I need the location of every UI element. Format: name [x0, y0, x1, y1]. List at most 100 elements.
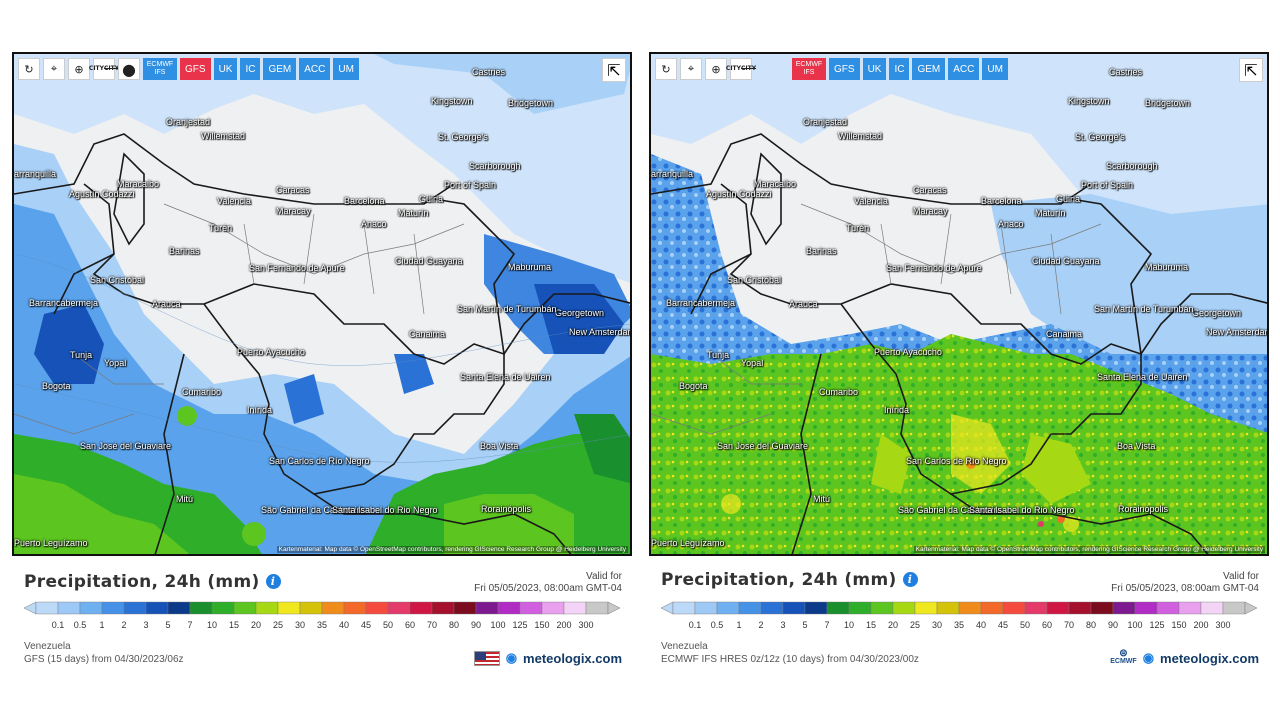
scale-tick-label: 45 — [997, 620, 1009, 630]
precipitation-map-ecmwf[interactable]: ↻ ⌖ ⊕ CITY CITY ECMWF IFS GFS UK IC GEM … — [649, 52, 1269, 556]
scale-ticks: 0.1 0.5 1 2 3 5 7 10 15 20 25 30 35 40 45 50 60 70 80 90 100… — [649, 620, 1269, 632]
scale-tick-label: 7 — [187, 620, 193, 630]
model-acc-button[interactable]: ACC — [299, 58, 331, 80]
scale-tick-label: 200 — [556, 620, 572, 630]
scale-swatch — [365, 601, 389, 615]
scale-swatch — [1156, 601, 1180, 615]
scale-tick-label: 5 — [802, 620, 808, 630]
brand[interactable]: ◉ meteologix.com — [473, 650, 622, 666]
city-toggle-button[interactable]: CITY CITY — [726, 58, 756, 80]
title-text: Precipitation, 24h (mm) — [24, 572, 260, 592]
model-ic-button[interactable]: IC — [240, 58, 261, 80]
model-acc-button[interactable]: ACC — [948, 58, 980, 80]
city-label: Valencia — [217, 196, 251, 206]
model-um-button[interactable]: UM — [982, 58, 1008, 80]
scale-tick-label: 90 — [1107, 620, 1119, 630]
city-label: Turén — [209, 223, 233, 233]
city-label: Maracaibo — [117, 179, 160, 189]
scale-tick-label: 0.5 — [73, 620, 87, 630]
scale-swatch — [936, 601, 960, 615]
city-label: Maracay — [913, 206, 948, 216]
city-label: San Carlos de Río Negro — [269, 456, 370, 466]
model-ecmwf-button[interactable]: ECMWF IFS — [792, 58, 826, 80]
precipitation-map-gfs[interactable]: ↻ ⌖ ⊕ CITY CITY ● ECMWF IFS GFS UK IC GE… — [12, 52, 632, 556]
scale-swatch — [738, 601, 762, 615]
model-run-label: ECMWF IFS HRES 0z/12z (10 days) from 04/… — [661, 654, 919, 665]
share-icon[interactable]: ⇱ — [602, 58, 626, 82]
model-ecmwf-button[interactable]: ECMWF IFS — [143, 58, 177, 80]
dot-marker-icon[interactable]: ● — [118, 58, 140, 80]
city-label: Rorainópolis — [481, 504, 532, 514]
scale-swatch — [870, 601, 894, 615]
scale-swatch — [716, 601, 740, 615]
model-gem-button[interactable]: GEM — [263, 58, 297, 80]
refresh-icon[interactable]: ↻ — [18, 58, 40, 80]
scale-swatch — [782, 601, 806, 615]
city-label: Castries — [1109, 67, 1143, 77]
scale-tick-label: 100 — [1127, 620, 1143, 630]
scale-tick-label: 60 — [404, 620, 416, 630]
model-ic-button[interactable]: IC — [889, 58, 910, 80]
model-uk-button[interactable]: UK — [862, 58, 887, 80]
model-run-label: GFS (15 days) from 04/30/2023/06z — [24, 654, 184, 665]
model-um-button[interactable]: UM — [333, 58, 359, 80]
city-label: Maracay — [276, 206, 311, 216]
share-icon[interactable]: ⇱ — [1239, 58, 1263, 82]
scale-tick-label: 15 — [865, 620, 877, 630]
location-icon[interactable]: ⌖ — [43, 58, 65, 80]
city-label: Oranjestad — [803, 117, 848, 127]
scale-swatch — [1068, 601, 1092, 615]
model-uk-button[interactable]: UK — [213, 58, 238, 80]
city-label: Willemstad — [201, 131, 246, 141]
scale-swatch — [233, 601, 257, 615]
city-label: Yopal — [741, 358, 764, 368]
scale-tick-label: 20 — [250, 620, 262, 630]
scale-swatch — [277, 601, 301, 615]
scale-tick-label: 150 — [534, 620, 550, 630]
zoom-icon[interactable]: ⊕ — [68, 58, 90, 80]
scale-swatch — [255, 601, 279, 615]
city-label: Boa Vista — [480, 441, 519, 451]
info-icon[interactable]: i — [265, 574, 281, 589]
scale-swatch — [79, 601, 103, 615]
scale-swatch — [101, 601, 125, 615]
city-label: Arauca — [152, 299, 181, 309]
scale-tick-label: 40 — [975, 620, 987, 630]
city-label: Anaco — [998, 219, 1024, 229]
chart-title: Precipitation, 24h (mm) i — [661, 570, 918, 590]
scale-arrow-right — [1244, 601, 1258, 615]
scale-swatch — [453, 601, 477, 615]
model-gfs-button[interactable]: GFS — [180, 58, 211, 80]
zoom-icon[interactable]: ⊕ — [705, 58, 727, 80]
refresh-icon[interactable]: ↻ — [655, 58, 677, 80]
city-toggle-label: CITY — [88, 65, 104, 72]
brand-name: meteologix.com — [523, 650, 622, 666]
city-label: Santa Elena de Uairen — [1097, 372, 1188, 382]
info-icon[interactable]: i — [902, 572, 918, 587]
city-label: St. George's — [438, 132, 488, 142]
scale-swatch — [409, 601, 433, 615]
map-toolbar: ↻ ⌖ ⊕ CITY CITY ECMWF IFS GFS UK IC GEM … — [655, 58, 1008, 80]
city-toggle-button[interactable]: CITY CITY — [89, 58, 119, 80]
city-label: São Gabriel da Cachoeira — [261, 505, 365, 515]
city-label: Cumaribo — [819, 387, 859, 397]
city-label: Barrancabermeja — [666, 298, 736, 308]
city-label: Turén — [846, 223, 870, 233]
city-label: Cumaribo — [182, 387, 222, 397]
city-label: San José del Guaviare — [717, 441, 809, 451]
location-icon[interactable]: ⌖ — [680, 58, 702, 80]
city-label: Mitú — [176, 494, 194, 504]
scale-tick-label: 125 — [512, 620, 528, 630]
city-label: Anaco — [361, 219, 387, 229]
model-gfs-button[interactable]: GFS — [829, 58, 860, 80]
region-label: Venezuela — [661, 641, 708, 652]
brand[interactable]: ⊜ ECMWF ◉ meteologix.com — [1110, 649, 1259, 666]
city-label: San Cristóbal — [90, 275, 145, 285]
model-gem-button[interactable]: GEM — [912, 58, 946, 80]
scale-swatch — [475, 601, 499, 615]
city-label: Agustín Codazzi — [69, 189, 135, 199]
city-label: Puerto Leguízamo — [14, 538, 88, 548]
scale-tick-label: 30 — [294, 620, 306, 630]
city-label: Tunja — [70, 350, 93, 360]
city-label: Castries — [472, 67, 506, 77]
